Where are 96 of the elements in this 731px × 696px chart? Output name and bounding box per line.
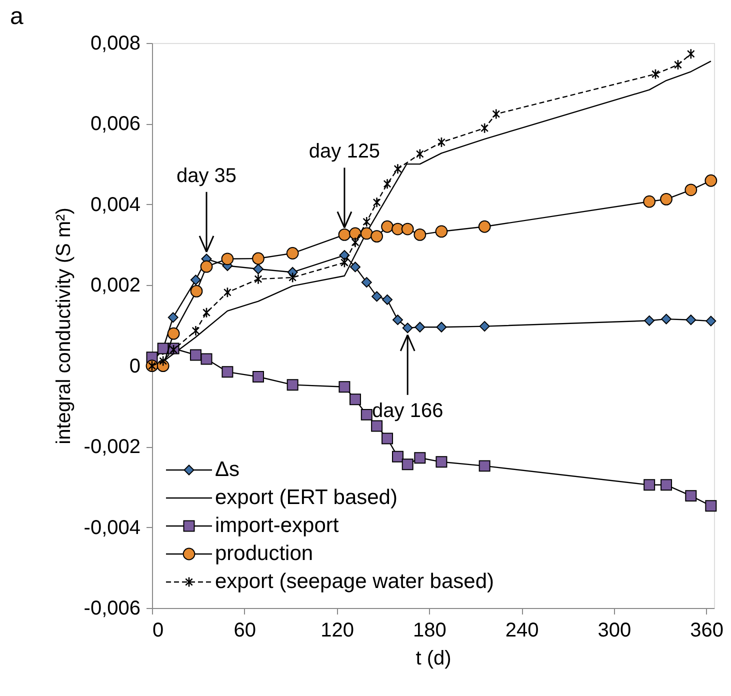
point bbox=[392, 450, 404, 462]
point bbox=[684, 184, 698, 196]
y-tick-label: -0,002 bbox=[84, 436, 140, 458]
legend-label: export (ERT based) bbox=[215, 486, 398, 509]
legend-label: import-export bbox=[215, 514, 339, 537]
x-tick-label: 180 bbox=[412, 620, 446, 642]
point bbox=[706, 316, 716, 326]
legend-label: production bbox=[215, 542, 314, 565]
point bbox=[416, 148, 424, 160]
point bbox=[338, 381, 350, 393]
point bbox=[704, 174, 718, 187]
point bbox=[202, 307, 210, 318]
point bbox=[686, 48, 695, 60]
x-tick-label: 360 bbox=[690, 620, 724, 642]
y-axis-title: integral conductivity (S m²) bbox=[52, 208, 75, 444]
point bbox=[372, 291, 382, 302]
x-axis-title: t (d) bbox=[416, 648, 452, 670]
y-tick-label: 0,006 bbox=[90, 113, 140, 136]
point bbox=[288, 272, 297, 283]
point bbox=[340, 257, 348, 268]
point bbox=[492, 108, 500, 120]
y-tick-label: 0,002 bbox=[90, 274, 140, 297]
point bbox=[660, 479, 672, 491]
x-tick-label: 60 bbox=[234, 620, 256, 642]
point bbox=[190, 349, 202, 361]
point bbox=[339, 250, 350, 261]
point bbox=[382, 294, 393, 305]
point bbox=[414, 322, 426, 332]
y-tick-label: -0,006 bbox=[84, 598, 140, 620]
point bbox=[190, 285, 203, 298]
point bbox=[478, 460, 490, 472]
point bbox=[644, 479, 656, 491]
point bbox=[200, 353, 212, 365]
point bbox=[372, 197, 381, 208]
point bbox=[686, 314, 696, 326]
point bbox=[652, 68, 660, 80]
annotation: day 166 bbox=[372, 400, 444, 422]
point bbox=[480, 122, 489, 134]
point bbox=[392, 314, 403, 326]
point bbox=[414, 228, 426, 241]
point bbox=[705, 500, 717, 512]
point bbox=[370, 230, 383, 242]
point bbox=[351, 236, 360, 248]
point bbox=[221, 252, 234, 266]
point bbox=[401, 222, 414, 236]
x-tick-label: 0 bbox=[152, 620, 164, 642]
y-tick-label: 0 bbox=[129, 355, 140, 378]
x-tick-label: 120 bbox=[320, 620, 354, 642]
y-tick-label: 0,004 bbox=[90, 194, 140, 216]
chart-title: a bbox=[10, 3, 24, 30]
y-tick-label: 0,008 bbox=[90, 32, 140, 54]
point bbox=[254, 274, 262, 284]
point bbox=[360, 227, 373, 240]
point bbox=[383, 178, 392, 190]
point bbox=[200, 260, 213, 273]
point bbox=[660, 192, 672, 206]
point bbox=[223, 287, 232, 298]
annotation: day 125 bbox=[308, 140, 380, 163]
point bbox=[685, 490, 697, 502]
point bbox=[361, 277, 372, 288]
point bbox=[362, 216, 371, 228]
point bbox=[414, 452, 426, 464]
legend-label: Δs bbox=[215, 458, 240, 481]
point bbox=[644, 315, 655, 326]
point bbox=[286, 379, 298, 391]
point bbox=[192, 325, 200, 336]
point bbox=[350, 262, 360, 272]
point bbox=[253, 264, 264, 274]
point bbox=[159, 356, 168, 366]
y-tick-label: -0,004 bbox=[84, 516, 140, 539]
x-tick-label: 300 bbox=[598, 620, 632, 642]
point bbox=[167, 327, 180, 340]
point bbox=[381, 220, 394, 233]
point bbox=[479, 321, 490, 332]
point bbox=[286, 247, 299, 260]
point bbox=[402, 458, 414, 470]
point bbox=[394, 164, 402, 174]
point bbox=[168, 312, 178, 323]
annotation: day 35 bbox=[176, 164, 237, 187]
point bbox=[436, 322, 447, 332]
x-tick-label: 240 bbox=[505, 620, 539, 642]
point bbox=[252, 371, 264, 382]
point bbox=[350, 394, 361, 406]
point bbox=[338, 228, 351, 241]
point bbox=[402, 322, 413, 334]
point bbox=[360, 408, 372, 420]
point bbox=[478, 220, 491, 233]
point bbox=[661, 314, 672, 324]
point bbox=[435, 225, 448, 238]
point bbox=[382, 432, 394, 444]
point bbox=[252, 252, 264, 265]
legend-label: export (seepage water based) bbox=[215, 570, 494, 593]
point bbox=[436, 456, 448, 468]
point bbox=[222, 366, 234, 378]
point bbox=[643, 195, 656, 208]
point bbox=[190, 274, 201, 286]
